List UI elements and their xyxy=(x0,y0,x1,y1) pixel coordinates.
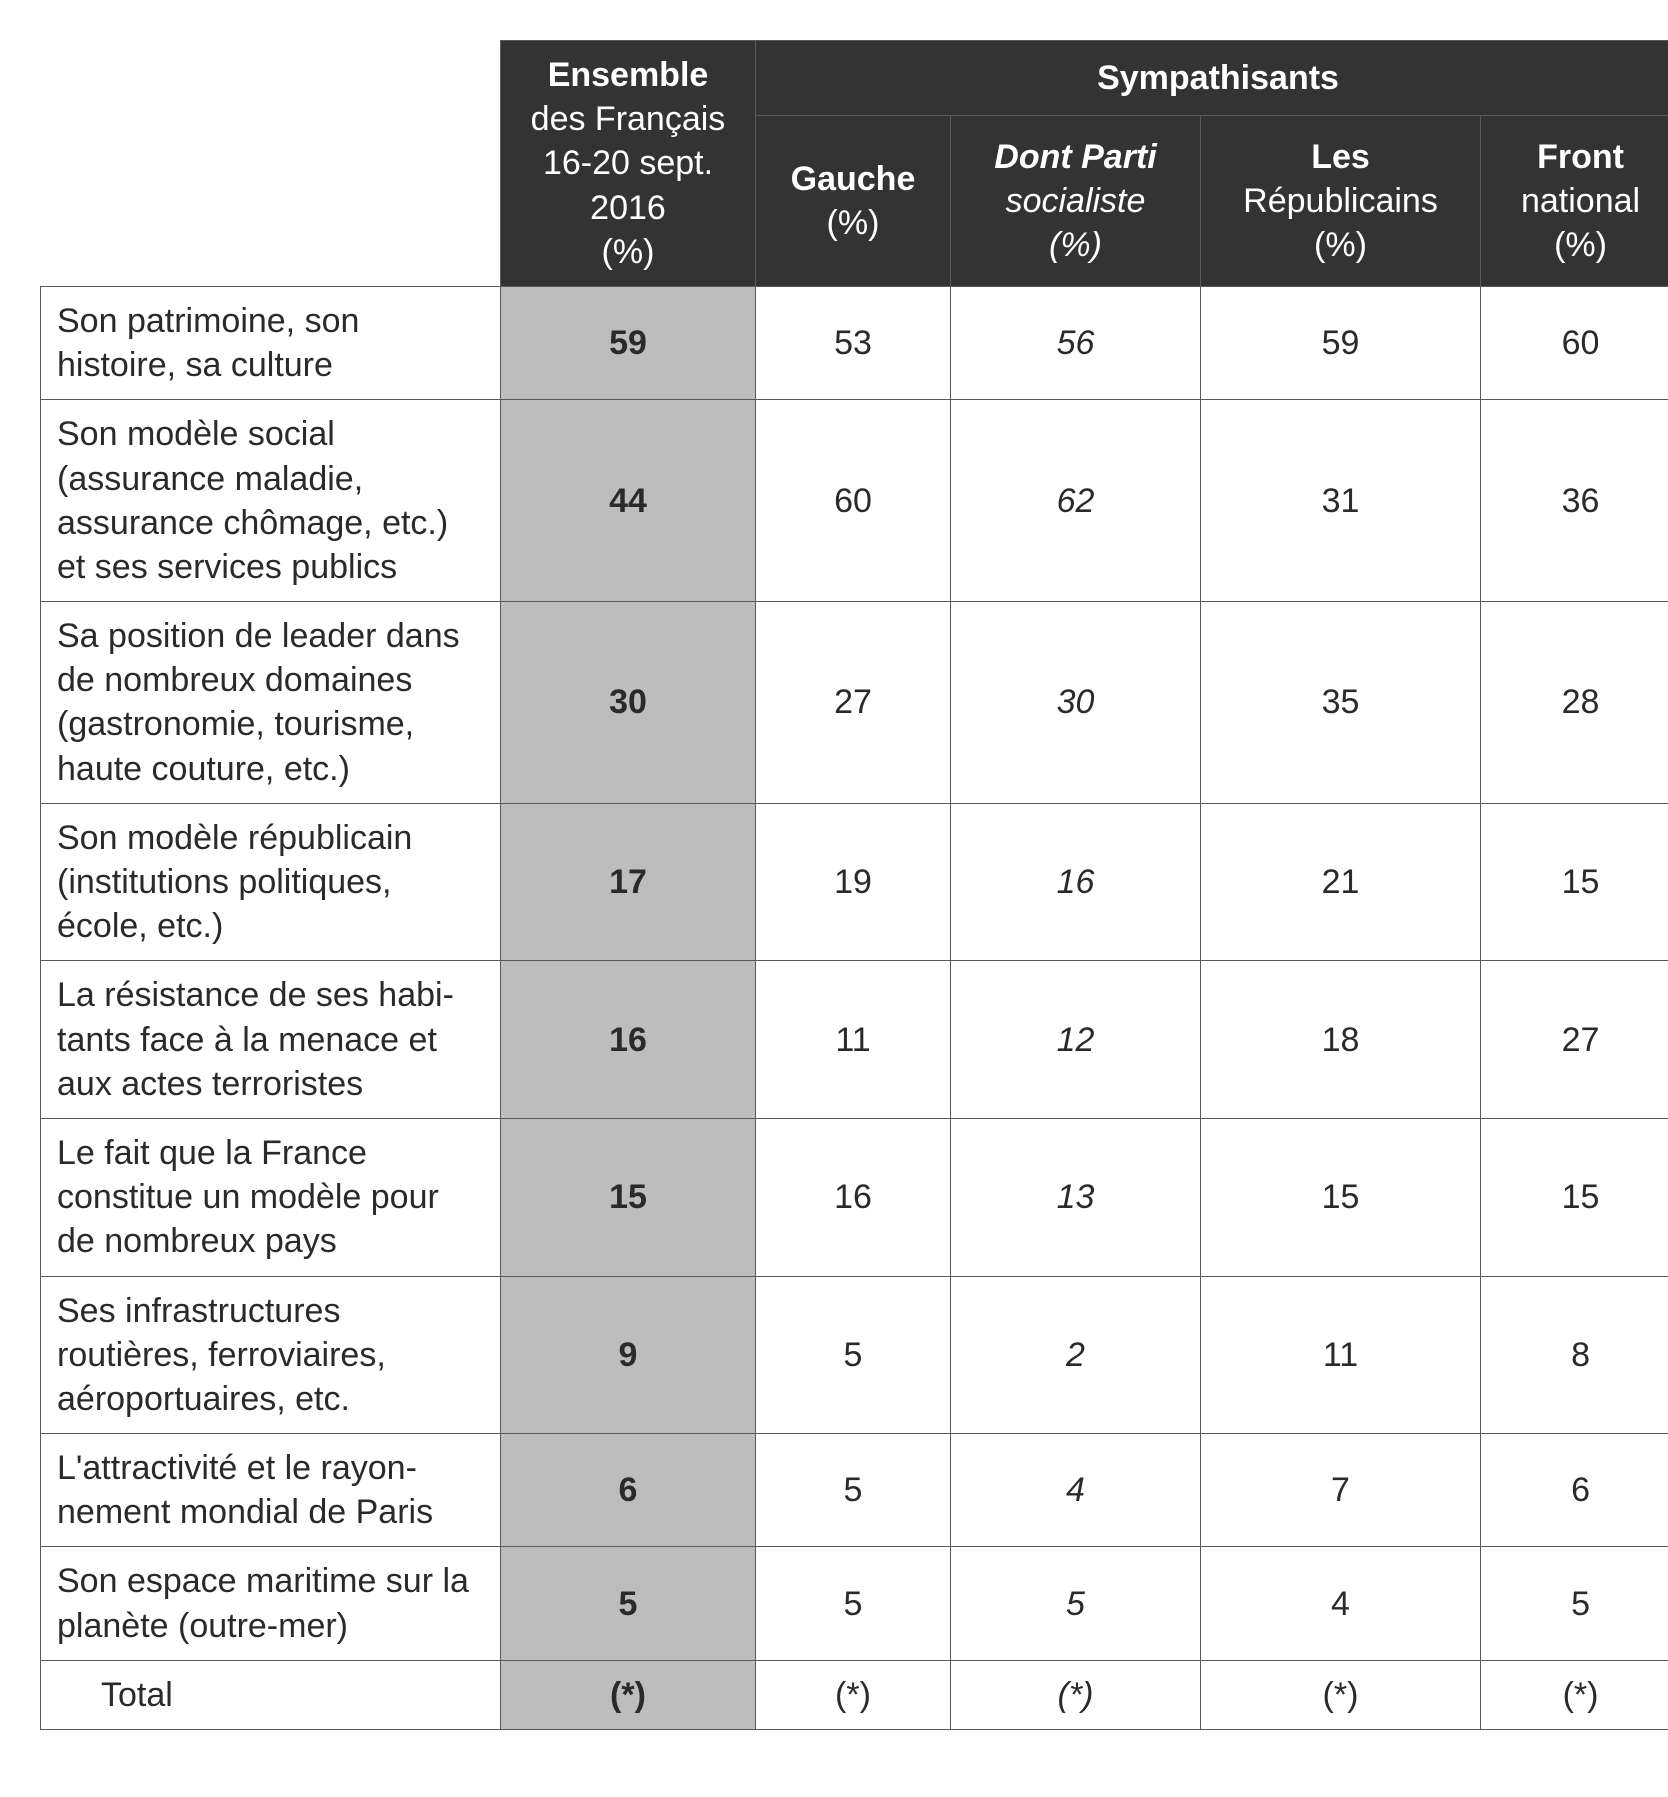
cell-gauche: 60 xyxy=(756,400,951,602)
cell-ps: 30 xyxy=(951,602,1201,804)
table-row: L'attractivité et le rayon­nement mondia… xyxy=(41,1434,1668,1547)
cell-fn: 15 xyxy=(1481,803,1668,961)
row-label: Ses infrastructures routières, ferroviai… xyxy=(41,1276,501,1434)
row-label: L'attractivité et le rayon­nement mondia… xyxy=(41,1434,501,1547)
header-ensemble-unit: (%) xyxy=(517,230,739,274)
total-lr: (*) xyxy=(1201,1660,1481,1729)
cell-ensemble: 15 xyxy=(501,1118,756,1276)
header-ps-unit: (%) xyxy=(967,223,1184,267)
cell-fn: 28 xyxy=(1481,602,1668,804)
table-row: La résistance de ses habi­tants face à l… xyxy=(41,961,1668,1119)
cell-ps: 12 xyxy=(951,961,1201,1119)
cell-gauche: 16 xyxy=(756,1118,951,1276)
cell-lr: 11 xyxy=(1201,1276,1481,1434)
table-container: Ensemble des Français 16-20 sept. 2016 (… xyxy=(0,0,1668,1770)
header-gauche-label: Gauche xyxy=(791,160,916,198)
table-row: Ses infrastructures routières, ferroviai… xyxy=(41,1276,1668,1434)
table-row: Sa position de leader dans de nombreux d… xyxy=(41,602,1668,804)
cell-ps: 13 xyxy=(951,1118,1201,1276)
header-lr: Les Républicains (%) xyxy=(1201,116,1481,287)
cell-ps: 56 xyxy=(951,286,1201,399)
row-label: Son patrimoine, son histoire, sa culture xyxy=(41,286,501,399)
cell-fn: 36 xyxy=(1481,400,1668,602)
header-fn-line2: national xyxy=(1497,179,1664,223)
cell-ensemble: 6 xyxy=(501,1434,756,1547)
header-fn-line1: Front xyxy=(1537,138,1624,176)
header-blank xyxy=(41,41,501,287)
header-lr-line2: Républicains xyxy=(1217,179,1464,223)
cell-ensemble: 5 xyxy=(501,1547,756,1660)
cell-fn: 8 xyxy=(1481,1276,1668,1434)
cell-lr: 59 xyxy=(1201,286,1481,399)
cell-lr: 31 xyxy=(1201,400,1481,602)
header-ensemble-line1: Ensemble xyxy=(548,56,709,94)
cell-gauche: 5 xyxy=(756,1276,951,1434)
table-body: Son patrimoine, son histoire, sa culture… xyxy=(41,286,1668,1729)
header-fn-unit: (%) xyxy=(1497,223,1664,267)
cell-fn: 15 xyxy=(1481,1118,1668,1276)
total-ps: (*) xyxy=(951,1660,1201,1729)
cell-ensemble: 44 xyxy=(501,400,756,602)
header-sympathisants: Sympathisants xyxy=(756,41,1668,116)
cell-ps: 4 xyxy=(951,1434,1201,1547)
header-ps-line1: Dont Parti xyxy=(994,138,1156,176)
cell-gauche: 5 xyxy=(756,1547,951,1660)
row-label: Son modèle social (assurance maladie, as… xyxy=(41,400,501,602)
header-lr-line1: Les xyxy=(1311,138,1370,176)
row-label: Son espace maritime sur la planète (outr… xyxy=(41,1547,501,1660)
cell-ps: 16 xyxy=(951,803,1201,961)
table-row: Son modèle républicain (institutions pol… xyxy=(41,803,1668,961)
header-ensemble-line3: 16-20 sept. xyxy=(517,141,739,185)
row-label: Le fait que la France constitue un modèl… xyxy=(41,1118,501,1276)
cell-gauche: 11 xyxy=(756,961,951,1119)
cell-ensemble: 59 xyxy=(501,286,756,399)
cell-fn: 27 xyxy=(1481,961,1668,1119)
cell-ps: 62 xyxy=(951,400,1201,602)
cell-fn: 6 xyxy=(1481,1434,1668,1547)
cell-ensemble: 9 xyxy=(501,1276,756,1434)
table-row: Son patrimoine, son histoire, sa culture… xyxy=(41,286,1668,399)
table-head: Ensemble des Français 16-20 sept. 2016 (… xyxy=(41,41,1668,287)
header-lr-unit: (%) xyxy=(1217,223,1464,267)
total-ensemble: (*) xyxy=(501,1660,756,1729)
header-ps: Dont Parti socialiste (%) xyxy=(951,116,1201,287)
header-ensemble: Ensemble des Français 16-20 sept. 2016 (… xyxy=(501,41,756,287)
row-label: Son modèle républicain (institutions pol… xyxy=(41,803,501,961)
total-fn: (*) xyxy=(1481,1660,1668,1729)
table-row: Son espace maritime sur la planète (outr… xyxy=(41,1547,1668,1660)
total-label: Total xyxy=(41,1660,501,1729)
cell-fn: 5 xyxy=(1481,1547,1668,1660)
header-fn: Front national (%) xyxy=(1481,116,1668,287)
cell-gauche: 53 xyxy=(756,286,951,399)
cell-ps: 2 xyxy=(951,1276,1201,1434)
cell-lr: 18 xyxy=(1201,961,1481,1119)
cell-lr: 4 xyxy=(1201,1547,1481,1660)
cell-ensemble: 30 xyxy=(501,602,756,804)
header-ps-line2: socialiste xyxy=(967,179,1184,223)
header-ensemble-line4: 2016 xyxy=(517,186,739,230)
survey-table: Ensemble des Français 16-20 sept. 2016 (… xyxy=(40,40,1668,1730)
header-gauche: Gauche (%) xyxy=(756,116,951,287)
cell-ensemble: 17 xyxy=(501,803,756,961)
header-gauche-unit: (%) xyxy=(772,201,934,245)
total-gauche: (*) xyxy=(756,1660,951,1729)
cell-lr: 21 xyxy=(1201,803,1481,961)
cell-lr: 15 xyxy=(1201,1118,1481,1276)
cell-gauche: 5 xyxy=(756,1434,951,1547)
cell-gauche: 27 xyxy=(756,602,951,804)
table-row: Son modèle social (assurance maladie, as… xyxy=(41,400,1668,602)
cell-ensemble: 16 xyxy=(501,961,756,1119)
header-ensemble-line2: des Français xyxy=(517,97,739,141)
cell-fn: 60 xyxy=(1481,286,1668,399)
table-total-row: Total(*)(*)(*)(*)(*) xyxy=(41,1660,1668,1729)
row-label: Sa position de leader dans de nombreux d… xyxy=(41,602,501,804)
table-row: Le fait que la France constitue un modèl… xyxy=(41,1118,1668,1276)
cell-lr: 35 xyxy=(1201,602,1481,804)
cell-gauche: 19 xyxy=(756,803,951,961)
cell-lr: 7 xyxy=(1201,1434,1481,1547)
cell-ps: 5 xyxy=(951,1547,1201,1660)
row-label: La résistance de ses habi­tants face à l… xyxy=(41,961,501,1119)
